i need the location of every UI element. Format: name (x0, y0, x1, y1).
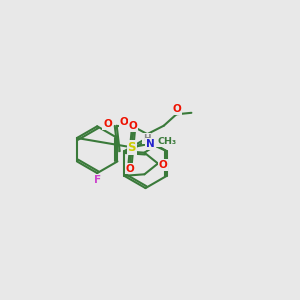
Text: S: S (128, 141, 136, 154)
Text: F: F (94, 175, 101, 185)
Text: O: O (172, 104, 181, 114)
Text: O: O (120, 117, 129, 127)
Text: O: O (158, 160, 167, 170)
Text: N: N (146, 139, 155, 149)
Text: O: O (129, 121, 138, 131)
Text: O: O (126, 164, 135, 174)
Text: H: H (143, 134, 151, 143)
Text: CH₃: CH₃ (157, 137, 176, 146)
Text: O: O (103, 119, 112, 129)
